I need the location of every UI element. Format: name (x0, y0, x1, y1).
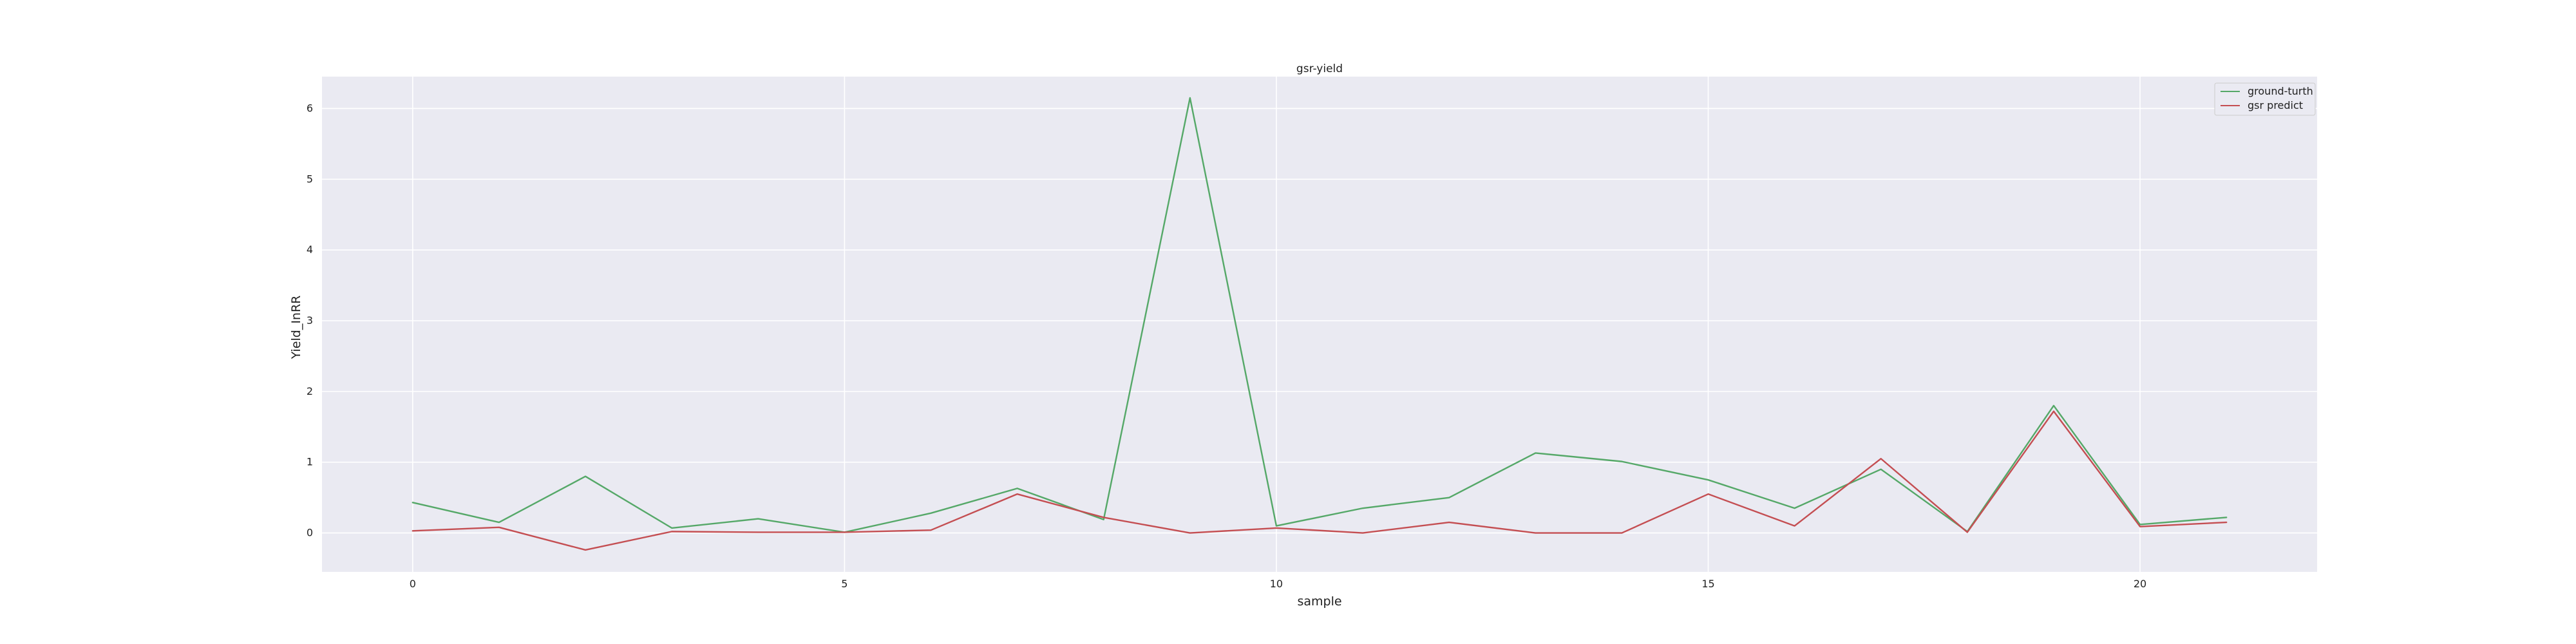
x-axis-label: sample (1297, 594, 1341, 609)
y-tick-label: 6 (307, 102, 313, 114)
x-tick-label: 0 (410, 578, 416, 590)
plot-area (322, 77, 2317, 572)
series-line-gsr-predict (412, 410, 2228, 551)
x-tick-label: 15 (1701, 578, 1714, 590)
y-tick-label: 2 (307, 385, 313, 397)
x-tick-label: 5 (841, 578, 848, 590)
legend: ground-turth gsr predict (2214, 82, 2316, 116)
x-tick-label: 20 (2134, 578, 2146, 590)
chart-title: gsr-yield (1296, 62, 1343, 75)
y-tick-label: 5 (307, 173, 313, 185)
tick-label-layer: 0 5 10 15 20 0 1 2 3 4 5 6 (307, 102, 2146, 590)
y-tick-label: 4 (307, 243, 313, 256)
plot-background-layer (322, 77, 2317, 572)
y-tick-label: 1 (307, 456, 313, 468)
y-axis-label: Yield_InRR (289, 296, 303, 360)
grid-layer (322, 77, 2317, 572)
series-layer (412, 97, 2228, 551)
x-tick-label: 10 (1270, 578, 1283, 590)
y-tick-label: 0 (307, 527, 313, 539)
legend-label-ground-turth: ground-turth (2248, 85, 2313, 97)
series-line-ground-turth (412, 97, 2228, 533)
legend-label-gsr-predict: gsr predict (2248, 99, 2303, 111)
y-tick-label: 3 (307, 314, 313, 327)
